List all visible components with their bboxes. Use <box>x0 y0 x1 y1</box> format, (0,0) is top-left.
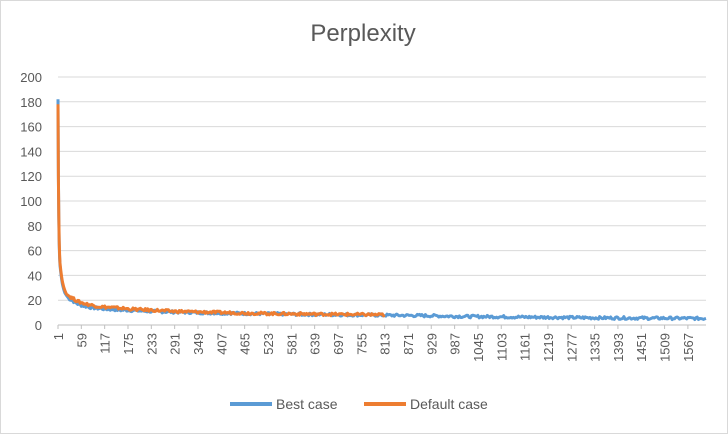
x-tick-label: 1451 <box>634 333 649 362</box>
legend-label-default-case: Default case <box>410 396 488 412</box>
x-tick-label: 233 <box>144 333 159 355</box>
series-lines <box>56 99 707 322</box>
y-tick-label: 180 <box>20 95 42 110</box>
x-tick-label: 117 <box>98 333 113 354</box>
x-tick-label: 639 <box>308 333 323 355</box>
x-tick-label: 1 <box>51 333 66 340</box>
y-tick-label: 100 <box>20 194 42 209</box>
x-tick-label: 1277 <box>564 333 579 362</box>
x-tick-label: 1567 <box>681 333 696 362</box>
y-tick-label: 140 <box>20 144 42 159</box>
x-tick-label: 929 <box>424 333 439 355</box>
y-tick-label: 60 <box>28 244 42 259</box>
x-tick-label: 349 <box>191 333 206 355</box>
x-tick-label: 175 <box>121 333 136 355</box>
y-tick-label: 0 <box>35 318 42 333</box>
x-tick-label: 407 <box>214 333 229 355</box>
legend: Best case Default case <box>230 396 488 412</box>
x-tick-label: 755 <box>354 333 369 355</box>
y-tick-label: 40 <box>28 268 42 283</box>
x-tick-label: 813 <box>378 333 393 355</box>
x-tick-label: 1393 <box>611 333 626 362</box>
y-tick-label: 160 <box>20 120 42 135</box>
series-line-best-case <box>56 99 707 322</box>
x-tick-label: 291 <box>168 333 183 355</box>
chart-title: Perplexity <box>310 20 416 47</box>
legend-label-best-case: Best case <box>276 396 338 412</box>
gridlines <box>58 76 706 326</box>
x-tick-label: 1509 <box>658 333 673 362</box>
x-tick-label: 465 <box>238 333 253 355</box>
x-tick-label: 59 <box>74 333 89 347</box>
y-tick-label: 20 <box>28 293 42 308</box>
x-tick-label: 1219 <box>541 333 556 362</box>
x-tick-label: 987 <box>448 333 463 355</box>
x-tick-label: 1161 <box>518 333 533 361</box>
y-tick-label: 200 <box>20 70 42 85</box>
x-tick-label: 581 <box>284 333 299 355</box>
x-tick-label: 1335 <box>588 333 603 362</box>
y-tick-label: 80 <box>28 219 42 234</box>
y-axis-ticks: 0 20 40 60 80 100 120 140 160 180 200 <box>20 70 42 333</box>
series-line-default-case <box>56 104 386 318</box>
x-tick-label: 871 <box>401 333 416 355</box>
x-axis-ticks: 1 59 117 175 233 291 349 407 465 523 581 639 697 755 8… <box>51 325 696 362</box>
x-tick-label: 697 <box>331 333 346 355</box>
x-tick-label: 1103 <box>494 333 509 361</box>
x-tick-label: 1045 <box>471 333 486 362</box>
y-tick-label: 120 <box>20 169 42 184</box>
x-tick-label: 523 <box>261 333 276 355</box>
